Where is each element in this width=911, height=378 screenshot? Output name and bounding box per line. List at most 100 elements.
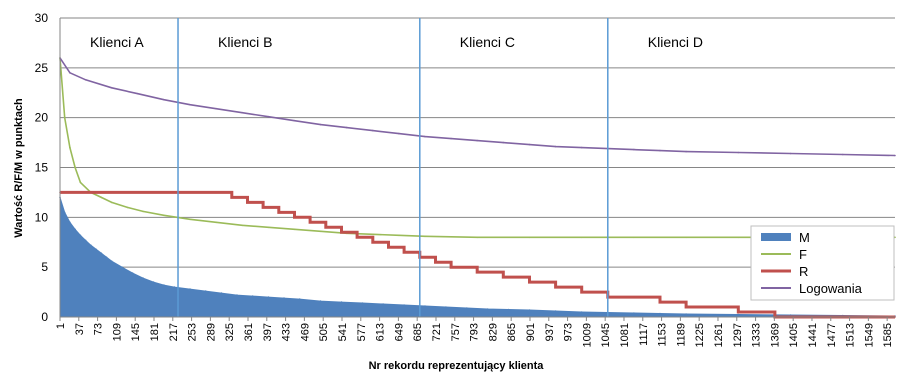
x-tick-label: 217: [168, 323, 180, 341]
data-point-r: [434, 261, 437, 264]
data-point-m: [142, 277, 144, 279]
x-tick-label: 973: [563, 323, 575, 341]
data-point-m: [361, 302, 364, 304]
data-point-r: [580, 291, 583, 293]
data-point-f: [293, 228, 296, 231]
data-point-logowania: [450, 137, 452, 140]
data-point-logowania: [267, 115, 270, 118]
x-tick-label: 1585: [882, 323, 894, 347]
segment-boundaries: [177, 18, 609, 317]
data-point-r: [711, 306, 713, 308]
series-layer: [59, 57, 896, 319]
data-point-r: [246, 201, 249, 204]
data-point-f: [74, 166, 76, 169]
data-point-r: [309, 221, 311, 224]
data-point-m: [236, 294, 238, 296]
data-point-m: [403, 304, 405, 306]
data-point-r: [231, 196, 233, 199]
data-point-logowania: [424, 135, 426, 138]
data-point-r: [528, 281, 531, 283]
data-point-m: [189, 288, 191, 290]
data-point-m: [220, 292, 223, 294]
data-point-m: [424, 305, 426, 307]
data-point-logowania: [842, 153, 844, 156]
data-point-f: [528, 236, 531, 239]
y-tick-label: 5: [41, 260, 48, 274]
data-point-m: [633, 312, 635, 314]
legend-swatch-m: [761, 233, 791, 241]
x-tick-label: 1: [55, 323, 67, 329]
legend-label-m: M: [799, 230, 810, 245]
x-tick-label: 469: [299, 323, 311, 341]
x-tick-label: 1009: [581, 323, 593, 347]
x-axis-label: Nr rekordu reprezentujący klienta: [369, 360, 545, 372]
data-point-m: [105, 256, 108, 259]
data-point-m: [528, 309, 531, 311]
data-point-m: [283, 297, 285, 299]
data-point-m: [131, 272, 134, 274]
data-point-r: [356, 236, 358, 239]
data-point-f: [142, 210, 144, 213]
data-point-logowania: [293, 119, 296, 122]
data-point-m: [445, 306, 447, 308]
data-point-logowania: [241, 111, 243, 114]
data-point-logowania: [345, 126, 348, 129]
data-point-f: [110, 201, 113, 204]
x-tick-label: 793: [469, 323, 481, 341]
data-point-m: [382, 303, 385, 305]
x-tick-label: 181: [149, 323, 161, 341]
x-tick-label: 1117: [638, 323, 650, 346]
x-tick-label: 1405: [788, 323, 800, 347]
data-point-logowania: [189, 103, 191, 106]
x-tick-label: 433: [281, 323, 293, 341]
data-point-m: [152, 281, 155, 283]
data-point-m: [466, 307, 468, 309]
data-point-f: [894, 236, 896, 239]
data-point-logowania: [685, 150, 687, 153]
x-tick-label: 253: [187, 323, 199, 341]
data-point-logowania: [476, 139, 479, 142]
data-point-m: [100, 252, 103, 254]
data-point-m: [685, 313, 687, 315]
x-tick-label: 901: [525, 323, 537, 341]
data-point-r: [450, 266, 452, 269]
data-point-m: [79, 234, 82, 237]
data-point-f: [398, 234, 400, 237]
data-point-f: [215, 221, 217, 224]
x-tick-label: 1477: [826, 323, 838, 347]
x-tick-label: 1225: [694, 323, 706, 347]
data-point-logowania: [633, 148, 635, 151]
data-point-m: [95, 248, 97, 250]
x-tick-label: 649: [393, 323, 405, 341]
x-tick-label: 721: [431, 323, 443, 341]
data-point-r: [476, 271, 479, 273]
y-tick-label: 15: [35, 161, 49, 175]
x-tick-label: 829: [487, 323, 499, 341]
data-point-logowania: [528, 143, 531, 146]
series-logowania-line: [59, 57, 896, 157]
x-tick-label: 757: [450, 323, 462, 341]
data-point-m: [659, 312, 661, 315]
data-point-m: [298, 298, 301, 300]
data-point-m: [90, 244, 92, 246]
data-point-m: [69, 221, 71, 224]
data-point-f: [63, 116, 66, 119]
data-point-m: [486, 308, 489, 310]
data-point-f: [241, 224, 243, 227]
data-point-m: [74, 228, 76, 231]
data-point-logowania: [372, 129, 374, 132]
x-tick-label: 1369: [769, 323, 781, 347]
data-point-logowania: [554, 145, 557, 148]
data-point-m: [251, 295, 254, 297]
data-point-r: [325, 226, 327, 229]
data-point-f: [372, 233, 374, 236]
data-point-r: [659, 301, 661, 303]
axes: 0 5 10 15 20 25 30 1 37 73 109 145 181 217 253 289 325 36…: [35, 11, 895, 347]
data-point-r: [685, 306, 687, 308]
data-point-f: [737, 236, 740, 239]
legend-label-r: R: [799, 264, 808, 279]
data-point-r: [387, 246, 390, 248]
y-tick-label: 25: [35, 61, 49, 75]
